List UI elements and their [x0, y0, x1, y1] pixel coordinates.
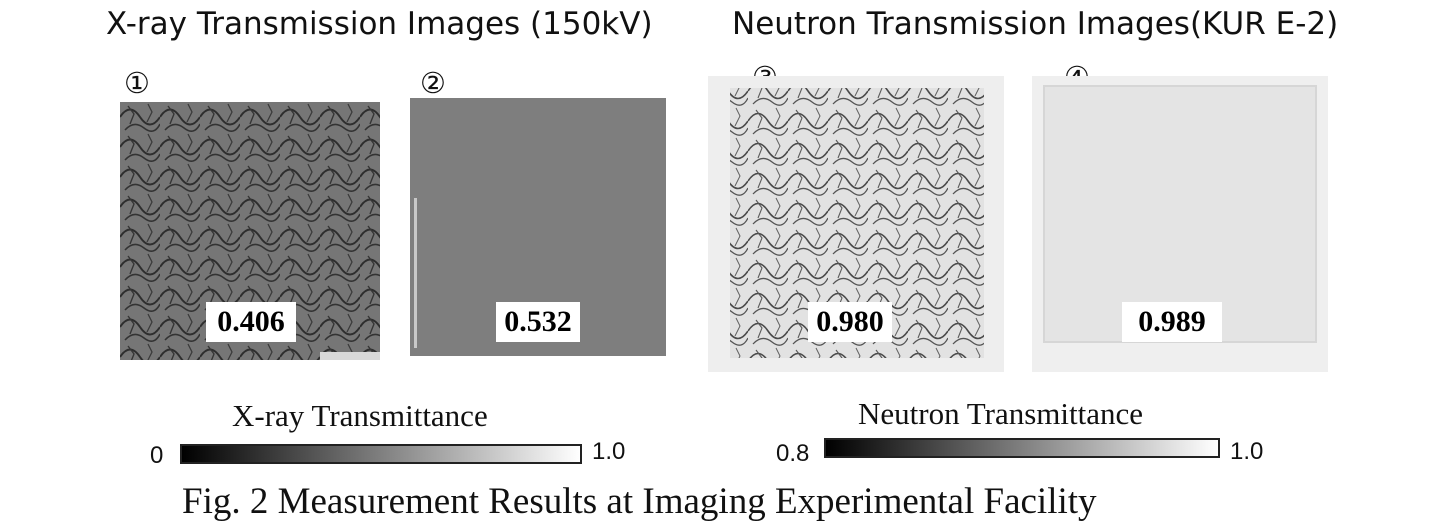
panel-1-transmittance-value: 0.406 [206, 302, 296, 342]
neutron-colorbar-title: Neutron Transmittance [858, 396, 1143, 431]
panel-2-marker: ② [420, 66, 446, 100]
figure-caption: Fig. 2 Measurement Results at Imaging Ex… [182, 481, 1097, 522]
panel-4-transmittance-value: 0.989 [1122, 302, 1222, 342]
xray-image-panel-1: 0.406 [120, 102, 380, 360]
neutron-colorbar-min-label: 0.8 [776, 440, 810, 467]
xray-colorbar-title: X-ray Transmittance [232, 398, 488, 433]
panel-3-transmittance-value: 0.980 [808, 302, 892, 342]
neutron-colorbar-max-label: 1.0 [1230, 438, 1264, 465]
panel-1-marker: ① [124, 66, 150, 100]
xray-image-panel-2: 0.532 [410, 98, 666, 356]
xray-group-title: X-ray Transmission Images (150kV) [106, 6, 653, 42]
neutron-image-panel-3: 0.980 [708, 76, 1004, 372]
xray-colorbar-min-label: 0 [150, 442, 164, 469]
neutron-group-title: Neutron Transmission Images(KUR E-2) [732, 6, 1339, 42]
xray-colorbar [180, 444, 582, 464]
neutron-image-panel-4: 0.989 [1032, 76, 1328, 372]
panel-2-transmittance-value: 0.532 [496, 302, 580, 342]
xray-wrinkled-sample-image [120, 102, 380, 360]
xray-colorbar-max-label: 1.0 [592, 438, 626, 465]
neutron-colorbar [824, 438, 1220, 458]
